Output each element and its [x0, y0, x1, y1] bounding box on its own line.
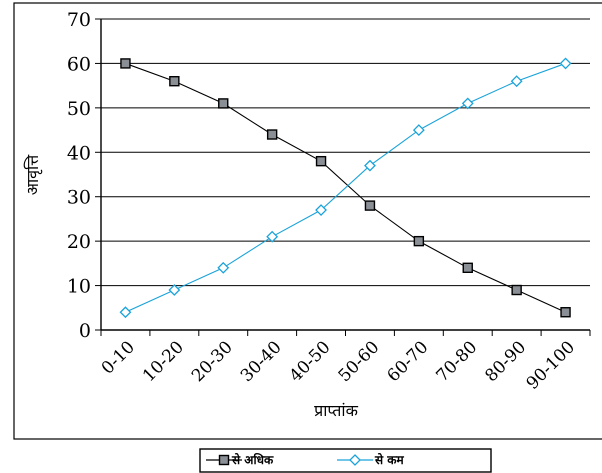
gridlines	[101, 18, 590, 287]
legend: से अधिक से कम	[199, 448, 492, 473]
y-tick-label: 0	[79, 320, 91, 342]
legend-marker	[349, 454, 361, 466]
data-point	[461, 97, 474, 110]
y-tick-label: 10	[67, 276, 91, 298]
data-point	[169, 75, 180, 87]
y-tick-label: 70	[67, 9, 91, 31]
data-point	[217, 261, 230, 274]
data-point	[412, 124, 425, 136]
y-axis-title: आवृत्ति	[23, 154, 43, 195]
x-tick-label: 40-50	[286, 337, 335, 386]
axes	[95, 18, 591, 336]
x-axis-title: प्राप्तांक	[314, 401, 358, 420]
data-point	[560, 307, 571, 318]
x-tick-labels: 0-10 10-20 20-30 30-40 40-50 50-60 60-70 70-80 8…	[98, 337, 579, 393]
x-tick-label: 20-30	[188, 337, 237, 386]
legend-marker	[218, 454, 230, 466]
x-tick-label: 30-40	[237, 337, 286, 386]
series-line	[125, 62, 566, 313]
legend-label: से कम	[374, 453, 405, 467]
series-2	[119, 57, 572, 319]
series-line	[125, 62, 566, 313]
data-point	[315, 204, 327, 216]
data-point	[364, 200, 376, 211]
x-tick-label: 10-20	[139, 337, 188, 386]
data-point	[510, 75, 523, 88]
legend-label: से अधिक	[231, 453, 274, 467]
data-point	[168, 284, 181, 296]
data-point	[218, 98, 229, 109]
y-tick-labels: 0 10 20 30 40 50 60 70	[67, 9, 91, 342]
data-point	[119, 306, 132, 319]
y-tick-label: 20	[67, 231, 91, 253]
x-tick-label: 0-10	[98, 337, 139, 378]
data-point	[266, 230, 279, 243]
y-tick-label: 30	[67, 187, 91, 209]
data-point	[315, 155, 327, 167]
data-point	[559, 57, 572, 70]
y-tick-label: 60	[67, 53, 91, 75]
y-tick-label: 50	[67, 98, 91, 120]
data-point	[266, 129, 278, 140]
x-tick-label: 70-80	[432, 337, 481, 386]
data-point	[413, 235, 425, 247]
legend-item: से अधिक	[206, 453, 274, 467]
x-tick-label: 60-70	[384, 337, 433, 386]
data-point	[462, 262, 473, 273]
series-1	[120, 58, 571, 318]
y-tick-label: 40	[67, 142, 91, 164]
x-tick-label: 50-60	[335, 337, 384, 386]
series-group	[119, 57, 572, 319]
chart-frame	[13, 2, 602, 440]
data-point	[120, 58, 131, 69]
data-point	[511, 284, 522, 296]
x-tick-label: 90-100	[523, 337, 579, 393]
data-point	[364, 159, 376, 172]
legend-item: से कम	[337, 453, 405, 467]
